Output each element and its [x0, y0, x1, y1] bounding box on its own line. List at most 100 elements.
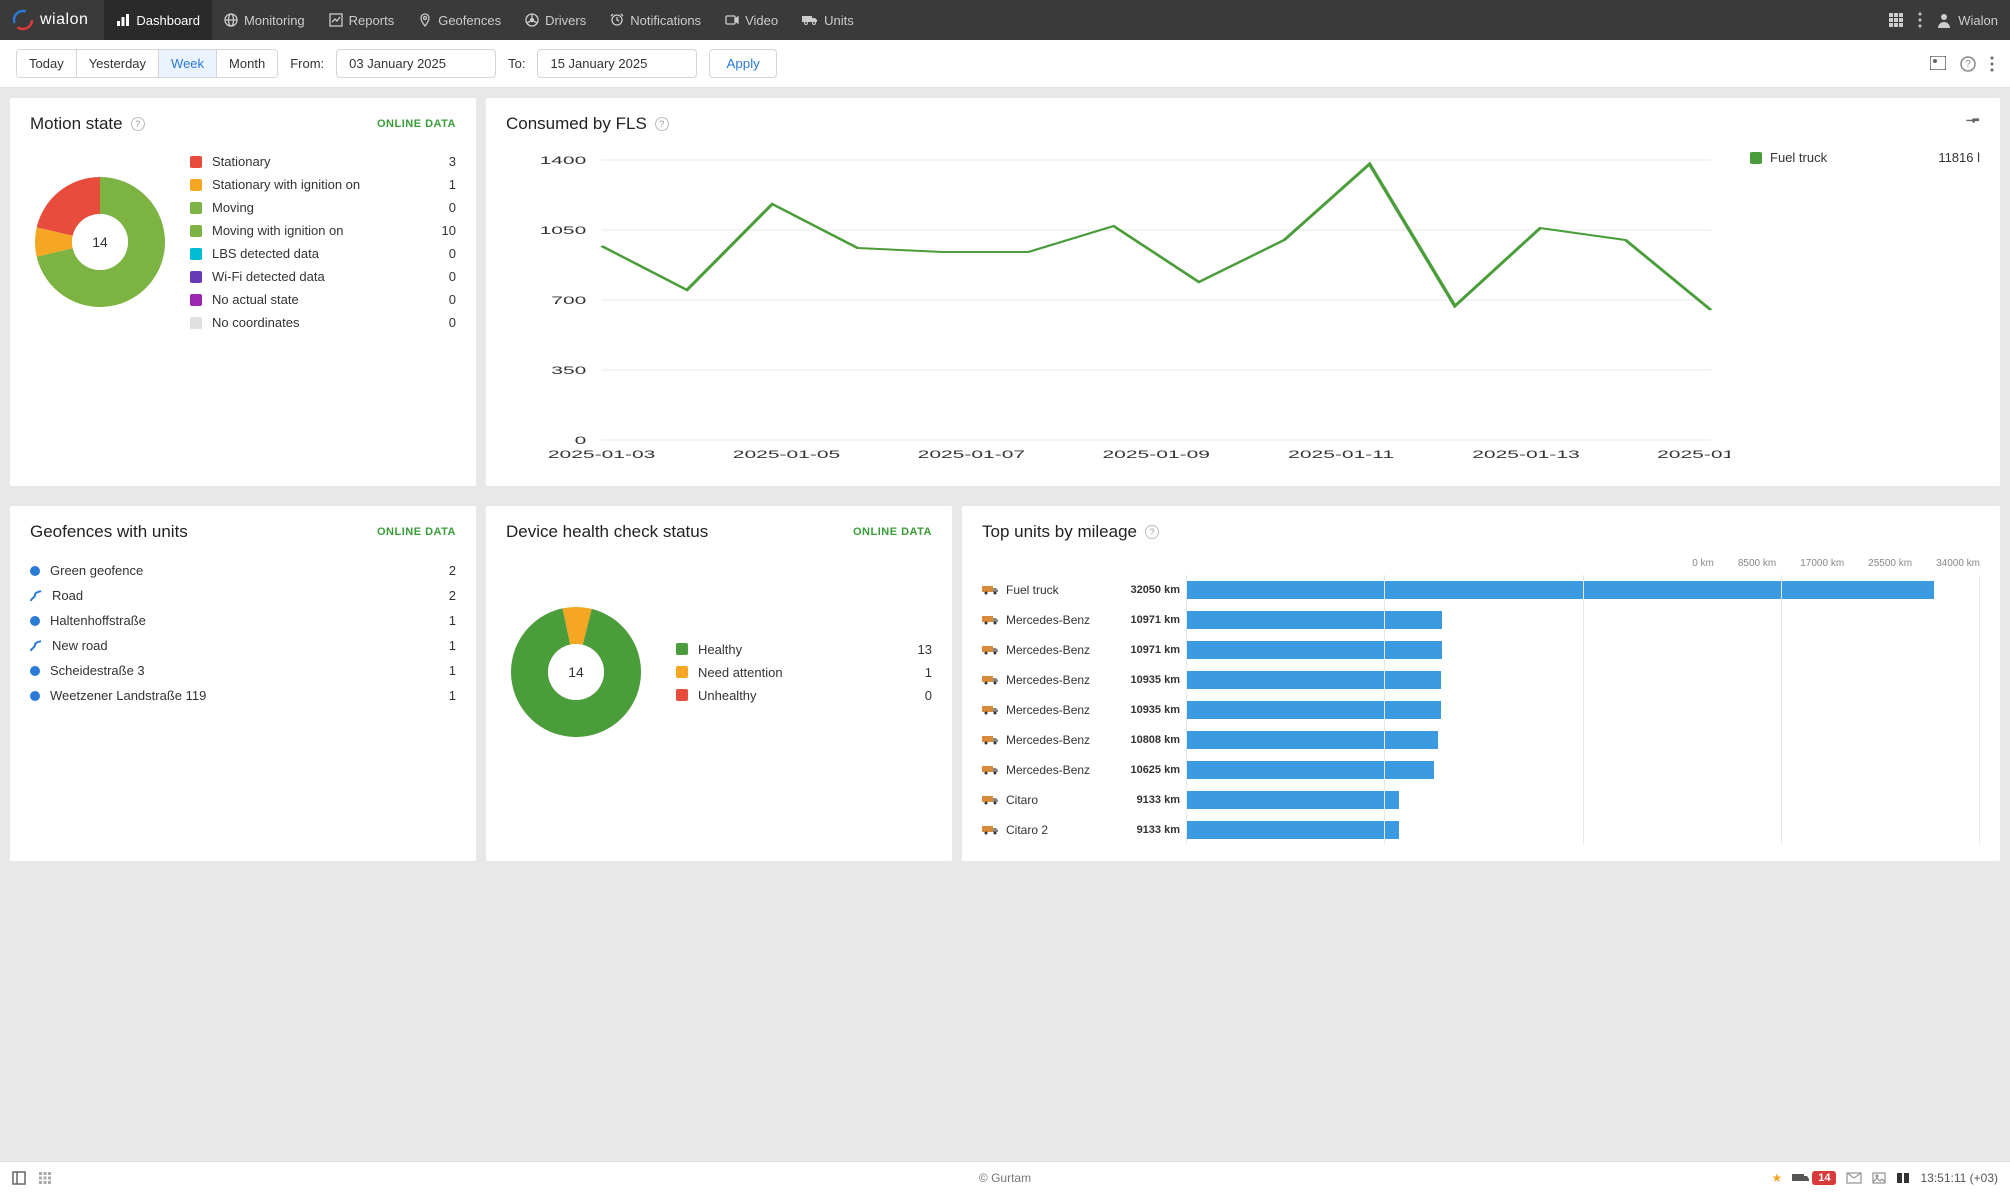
geo-icon: [418, 13, 432, 27]
help-icon[interactable]: ?: [655, 117, 669, 131]
grid-icon[interactable]: [38, 1171, 52, 1185]
geofence-name: Scheidestraße 3: [50, 663, 449, 678]
geofence-row[interactable]: Road2: [30, 583, 456, 608]
nav-dashboard[interactable]: Dashboard: [104, 0, 212, 40]
range-today[interactable]: Today: [17, 50, 77, 77]
geofence-icon: [30, 666, 40, 676]
unit-mileage: 9133 km: [1116, 824, 1180, 836]
card-icon[interactable]: [1930, 56, 1946, 72]
svg-text:2025-01-15: 2025-01-15: [1657, 448, 1730, 460]
brand-logo[interactable]: wialon: [12, 9, 88, 31]
columns-icon[interactable]: [1896, 1172, 1910, 1184]
legend-label: Healthy: [698, 642, 918, 657]
svg-text:0: 0: [575, 434, 587, 446]
filter-more-icon[interactable]: [1990, 56, 1994, 72]
health-panel: Device health check status ONLINE DATA 1…: [486, 506, 952, 861]
geofence-name: Road: [52, 588, 449, 603]
help-icon[interactable]: ?: [1960, 56, 1976, 72]
legend-value: 0: [925, 688, 932, 703]
top-nav: wialon DashboardMonitoring Reports Geofenc…: [0, 0, 2010, 40]
motion-legend: Stationary3Stationary with ignition on1M…: [190, 150, 456, 334]
unit-name: Mercedes-Benz: [1006, 733, 1116, 747]
from-date-input[interactable]: 03 January 2025: [336, 49, 496, 78]
geofence-icon: [30, 691, 40, 701]
nav-label: Video: [745, 13, 778, 28]
legend-value: 1: [925, 665, 932, 680]
bar-area: [1186, 611, 1980, 629]
mileage-bar: [1186, 791, 1399, 809]
topunit-row[interactable]: Citaro9133 km: [982, 785, 1980, 815]
nav-label: Reports: [349, 13, 395, 28]
topunit-row[interactable]: Fuel truck32050 km: [982, 575, 1980, 605]
vehicle-icon: [982, 703, 1000, 717]
to-date-input[interactable]: 15 January 2025: [537, 49, 697, 78]
geofence-row[interactable]: New road1: [30, 633, 456, 658]
svg-text:700: 700: [551, 294, 586, 306]
copyright: © Gurtam: [979, 1171, 1031, 1185]
range-week[interactable]: Week: [159, 50, 217, 77]
geofence-row[interactable]: Weetzener Landstraße 1191: [30, 683, 456, 708]
geofence-row[interactable]: Green geofence2: [30, 558, 456, 583]
mileage-bar: [1186, 671, 1441, 689]
mail-icon[interactable]: [1846, 1172, 1862, 1184]
truck-status-icon[interactable]: 14: [1792, 1171, 1836, 1185]
video-icon: [725, 13, 739, 27]
geofence-name: Haltenhoffstraße: [50, 613, 449, 628]
chart-icon: [116, 13, 130, 27]
unit-name: Mercedes-Benz: [1006, 703, 1116, 717]
legend-row: Wi-Fi detected data0: [190, 265, 456, 288]
mileage-bar: [1186, 821, 1399, 839]
filter-bar: TodayYesterdayWeekMonth From: 03 January…: [0, 40, 2010, 88]
help-icon[interactable]: ?: [131, 117, 145, 131]
vehicle-icon: [982, 613, 1000, 627]
unit-mileage: 9133 km: [1116, 794, 1180, 806]
apps-icon[interactable]: [1888, 12, 1904, 28]
user-menu[interactable]: Wialon: [1936, 12, 1998, 28]
geofence-row[interactable]: Scheidestraße 31: [30, 658, 456, 683]
settings-icon[interactable]: [1964, 116, 1980, 132]
layout-icon[interactable]: [12, 1171, 26, 1185]
range-yesterday[interactable]: Yesterday: [77, 50, 159, 77]
topunit-row[interactable]: Mercedes-Benz10808 km: [982, 725, 1980, 755]
legend-value: 0: [449, 315, 456, 330]
star-icon[interactable]: ★: [1771, 1171, 1782, 1185]
topunit-row[interactable]: Mercedes-Benz10625 km: [982, 755, 1980, 785]
nav-label: Geofences: [438, 13, 501, 28]
mileage-bar: [1186, 761, 1434, 779]
nav-video[interactable]: Video: [713, 0, 790, 40]
topunit-row[interactable]: Mercedes-Benz10935 km: [982, 665, 1980, 695]
nav-monitoring[interactable]: Monitoring: [212, 0, 317, 40]
axis-label: 25500 km: [1868, 558, 1912, 569]
geofences-panel: Geofences with units ONLINE DATA Green g…: [10, 506, 476, 861]
geofence-name: Weetzener Landstraße 119: [50, 688, 449, 703]
nav-drivers[interactable]: Drivers: [513, 0, 598, 40]
bar-area: [1186, 701, 1980, 719]
unit-mileage: 10935 km: [1116, 674, 1180, 686]
topunit-row[interactable]: Citaro 29133 km: [982, 815, 1980, 845]
bar-area: [1186, 581, 1980, 599]
geofences-title: Geofences with units: [30, 522, 188, 542]
topunit-row[interactable]: Mercedes-Benz10971 km: [982, 635, 1980, 665]
topunit-row[interactable]: Mercedes-Benz10935 km: [982, 695, 1980, 725]
geofence-row[interactable]: Haltenhoffstraße1: [30, 608, 456, 633]
topunit-row[interactable]: Mercedes-Benz10971 km: [982, 605, 1980, 635]
legend-row: No coordinates0: [190, 311, 456, 334]
apply-button[interactable]: Apply: [709, 49, 776, 78]
nav-reports[interactable]: Reports: [317, 0, 407, 40]
help-icon[interactable]: ?: [1145, 525, 1159, 539]
svg-text:2025-01-07: 2025-01-07: [918, 448, 1025, 460]
mileage-bar: [1186, 701, 1441, 719]
nav-geofences[interactable]: Geofences: [406, 0, 513, 40]
motion-title: Motion state ?: [30, 114, 145, 134]
image-icon[interactable]: [1872, 1172, 1886, 1184]
nav-units[interactable]: Units: [790, 0, 866, 40]
topunits-body: 0 km8500 km17000 km25500 km34000 km Fuel…: [982, 558, 1980, 845]
more-icon[interactable]: [1918, 12, 1922, 28]
unit-name: Fuel truck: [1006, 583, 1116, 597]
geofence-count: 1: [449, 663, 456, 678]
range-month[interactable]: Month: [217, 50, 277, 77]
fls-title: Consumed by FLS ?: [506, 114, 669, 134]
nav-notifications[interactable]: Notifications: [598, 0, 713, 40]
vehicle-icon: [982, 583, 1000, 597]
dashboard-row-1: Motion state ? ONLINE DATA 14 Stationary…: [0, 88, 2010, 506]
